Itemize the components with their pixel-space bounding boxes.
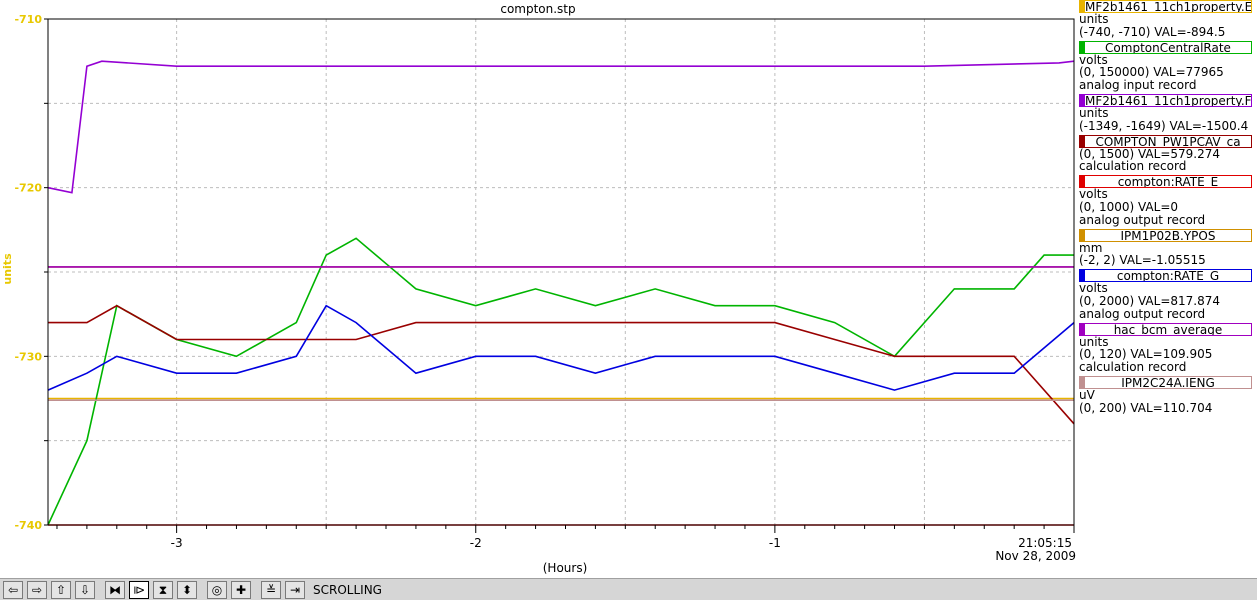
zoom-out-y-button[interactable]: ⬍ xyxy=(177,580,197,599)
zoom-box-button[interactable]: ◎ xyxy=(207,580,227,599)
series-line-comptoncentralrate xyxy=(47,237,1074,526)
legend-range-value: (-2, 2) VAL=-1.05515 xyxy=(1079,253,1206,268)
zoom-out-x-button[interactable]: ⧐ xyxy=(129,580,149,599)
legend-entry[interactable]: IPM2C24A.IENG uV (0, 200) VAL=110.704 xyxy=(1079,376,1257,414)
x-tick-label: -1 xyxy=(769,536,781,550)
plot-area[interactable]: -710 -720 -730 -740 -3 -2 -1 compton.stp units… xyxy=(0,0,1080,578)
series-line-compton-pw1pcav-ca xyxy=(48,304,1075,425)
legend-entry[interactable]: ComptonCentralRate volts (0, 150000) VAL=7… xyxy=(1079,40,1257,92)
y-tick-label: -710 xyxy=(14,13,42,26)
scroll-right-button[interactable]: ⇨ xyxy=(27,580,47,599)
legend-entry[interactable]: hac_bcm_average units (0, 120) VAL=109.905… xyxy=(1079,322,1257,374)
legend-range-value: (-740, -710) VAL=-894.5 xyxy=(1079,24,1226,39)
legend-series-name: IPM1P02B.YPOS xyxy=(1079,228,1252,242)
autoscale-button[interactable]: ≚ xyxy=(261,580,281,599)
legend-series-name: MF2b1461_11ch1property.E xyxy=(1079,0,1252,13)
legend-entry[interactable]: IPM1P02B.YPOS mm (-2, 2) VAL=-1.05515 xyxy=(1079,228,1257,268)
scroll-left-button[interactable]: ⇦ xyxy=(3,580,23,599)
crosshair-button[interactable]: ✚ xyxy=(231,580,251,599)
legend-entry[interactable]: MF2b1461_11ch1property.E units (-740, -710… xyxy=(1079,0,1257,38)
legend-series-name: IPM2C24A.IENG xyxy=(1079,376,1252,389)
scroll-up-button[interactable]: ⇧ xyxy=(51,580,71,599)
y-tick-label: -740 xyxy=(14,519,42,532)
legend-unit: units xyxy=(1079,12,1109,26)
toolbar: ⇦ ⇨ ⇧ ⇩ ⧓ ⧐ ⧗ ⬍ ◎ ✚ ≚ ⇥ SCROLLING xyxy=(0,578,1257,600)
end-date-label: Nov 28, 2009 xyxy=(995,549,1076,563)
series-line-compton-rate-g xyxy=(47,304,1075,391)
legend-record-type: calculation record xyxy=(1079,359,1187,374)
legend-series-name: hac_bcm_average xyxy=(1079,322,1252,336)
legend-series-name: ComptonCentralRate xyxy=(1079,40,1252,54)
legend-record-type: calculation record xyxy=(1079,159,1187,174)
zoom-in-x-button[interactable]: ⧓ xyxy=(105,580,125,599)
legend-series-name: compton:RATE_G xyxy=(1079,269,1252,283)
legend-series-name: COMPTON_PW1PCAV_ca xyxy=(1079,134,1252,148)
series-line-mf2b1461-11ch1property-f xyxy=(47,60,1075,194)
legend-range-value: (0, 2000) VAL=817.874 xyxy=(1079,293,1220,308)
legend-series-name: MF2b1461_11ch1property.F xyxy=(1079,94,1252,107)
legend-record-type: analog input record xyxy=(1079,77,1197,92)
legend-range-value: (0, 1500) VAL=579.274 xyxy=(1079,146,1220,161)
chart-title: compton.stp xyxy=(500,2,575,16)
legend-entry[interactable]: MF2b1461_11ch1property.F units (-1349, -16… xyxy=(1079,94,1257,132)
legend-unit: volts xyxy=(1079,187,1108,202)
legend-unit: units xyxy=(1079,106,1109,120)
legend-record-type: analog output record xyxy=(1079,306,1206,321)
strip-chart[interactable]: -710 -720 -730 -740 -3 -2 -1 compton.stp units… xyxy=(0,0,1080,578)
x-axis-label: (Hours) xyxy=(543,561,588,575)
y-axis-label: units xyxy=(1,253,14,285)
legend-record-type: analog output record xyxy=(1079,212,1206,227)
legend-unit: volts xyxy=(1079,281,1108,296)
scroll-to-end-button[interactable]: ⇥ xyxy=(285,580,305,599)
legend-range-value: (0, 150000) VAL=77965 xyxy=(1079,65,1224,80)
legend: MF2b1461_11ch1property.E units (-740, -710… xyxy=(1077,0,1257,578)
y-tick-label: -720 xyxy=(14,182,42,195)
end-time-label: 21:05:15 xyxy=(1018,536,1072,550)
legend-unit: volts xyxy=(1079,52,1108,67)
x-tick-label: -2 xyxy=(470,536,482,550)
legend-range-value: (0, 1000) VAL=0 xyxy=(1079,199,1179,214)
legend-unit: mm xyxy=(1079,240,1103,255)
legend-range-value: (-1349, -1649) VAL=-1500.4 xyxy=(1079,118,1249,133)
legend-range-value: (0, 200) VAL=110.704 xyxy=(1079,400,1213,415)
legend-entry[interactable]: compton:RATE_G volts (0, 2000) VAL=817.874… xyxy=(1079,269,1257,320)
scroll-down-button[interactable]: ⇩ xyxy=(75,580,95,599)
legend-unit: units xyxy=(1079,334,1109,349)
zoom-in-y-button[interactable]: ⧗ xyxy=(153,580,173,599)
x-tick-label: -3 xyxy=(171,536,183,550)
legend-entry[interactable]: compton:RATE_E volts (0, 1000) VAL=0 analog… xyxy=(1079,175,1257,226)
legend-range-value: (0, 120) VAL=109.905 xyxy=(1079,347,1213,362)
scrolling-status: SCROLLING xyxy=(313,582,382,597)
legend-unit: uV xyxy=(1079,388,1095,402)
legend-series-name: compton:RATE_E xyxy=(1079,175,1252,189)
legend-entry[interactable]: COMPTON_PW1PCAV_ca (0, 1500) VAL=579.274 c… xyxy=(1079,134,1257,174)
y-tick-label: -730 xyxy=(14,350,42,363)
